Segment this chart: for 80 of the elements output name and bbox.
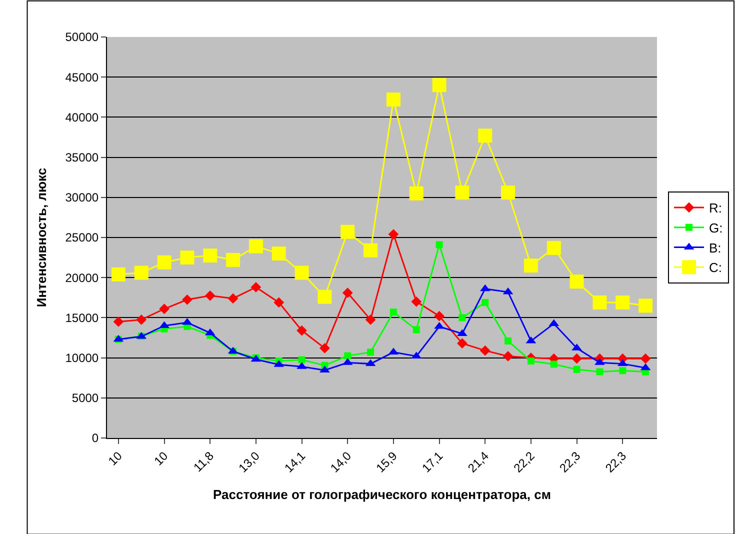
y-tick-label: 40000 — [65, 110, 99, 124]
point — [638, 298, 653, 313]
y-axis-title: Интенсивность, люкс — [34, 168, 50, 308]
legend-label: C: — [709, 260, 722, 276]
point — [546, 240, 561, 255]
point — [159, 304, 170, 314]
point — [570, 274, 584, 289]
point — [296, 325, 307, 336]
point — [203, 248, 218, 263]
point — [386, 92, 400, 107]
point — [501, 186, 516, 200]
point — [409, 186, 424, 200]
y-tick-label: 25000 — [65, 230, 99, 245]
point — [616, 295, 630, 310]
point — [455, 186, 470, 200]
point — [411, 296, 422, 307]
point — [111, 267, 126, 282]
point — [436, 241, 443, 248]
point — [272, 246, 286, 261]
point — [113, 316, 124, 327]
point — [482, 298, 489, 306]
point — [572, 353, 582, 364]
point — [550, 360, 558, 368]
x-tick-label: 10 — [151, 448, 171, 468]
point — [226, 252, 240, 267]
point — [390, 308, 397, 316]
point — [457, 338, 468, 349]
y-tick-label: 35000 — [65, 150, 99, 164]
legend-label: B: — [709, 240, 722, 256]
point — [388, 229, 399, 240]
point — [294, 266, 309, 280]
y-tick-label: 0 — [92, 431, 99, 446]
y-tick-label: 30000 — [65, 190, 99, 205]
point — [344, 352, 352, 360]
point — [342, 288, 353, 298]
y-tick-label: 20000 — [65, 270, 99, 285]
point — [204, 290, 216, 301]
legend-label: R: — [709, 200, 722, 216]
point — [640, 353, 651, 364]
point — [250, 282, 262, 292]
point — [480, 345, 490, 356]
point — [504, 337, 512, 344]
point — [478, 128, 492, 143]
point — [367, 348, 374, 356]
point — [592, 295, 607, 310]
point — [298, 356, 306, 364]
y-tick-label: 45000 — [65, 70, 99, 84]
point — [157, 255, 172, 270]
y-tick-label: 5000 — [72, 391, 99, 406]
point — [248, 239, 263, 254]
point — [274, 297, 284, 308]
point — [434, 310, 444, 322]
point — [340, 224, 355, 239]
point — [502, 351, 514, 362]
point — [365, 314, 376, 325]
x-tick-label: 17,1 — [419, 448, 446, 476]
point — [524, 258, 538, 273]
x-axis-title: Расстояние от голографического концентратора, см — [213, 486, 551, 502]
point — [134, 266, 148, 280]
point — [527, 358, 534, 365]
y-tick-label: 50000 — [65, 30, 99, 44]
point — [412, 326, 420, 334]
point — [136, 314, 147, 325]
point — [228, 293, 238, 304]
y-tick-label: 15000 — [65, 310, 99, 325]
point — [182, 294, 192, 305]
point — [318, 290, 332, 304]
x-tick-label: 14,1 — [282, 448, 308, 476]
point — [180, 250, 194, 265]
x-tick-label: 11,8 — [190, 448, 217, 475]
legend-label: G: — [709, 220, 723, 236]
y-tick-label: 10000 — [65, 351, 99, 365]
point — [458, 314, 466, 322]
point — [619, 367, 626, 374]
point — [432, 78, 446, 92]
point — [596, 368, 604, 376]
point — [573, 366, 580, 373]
x-tick-label: 10 — [105, 448, 126, 468]
point — [364, 243, 378, 258]
point — [320, 342, 330, 354]
